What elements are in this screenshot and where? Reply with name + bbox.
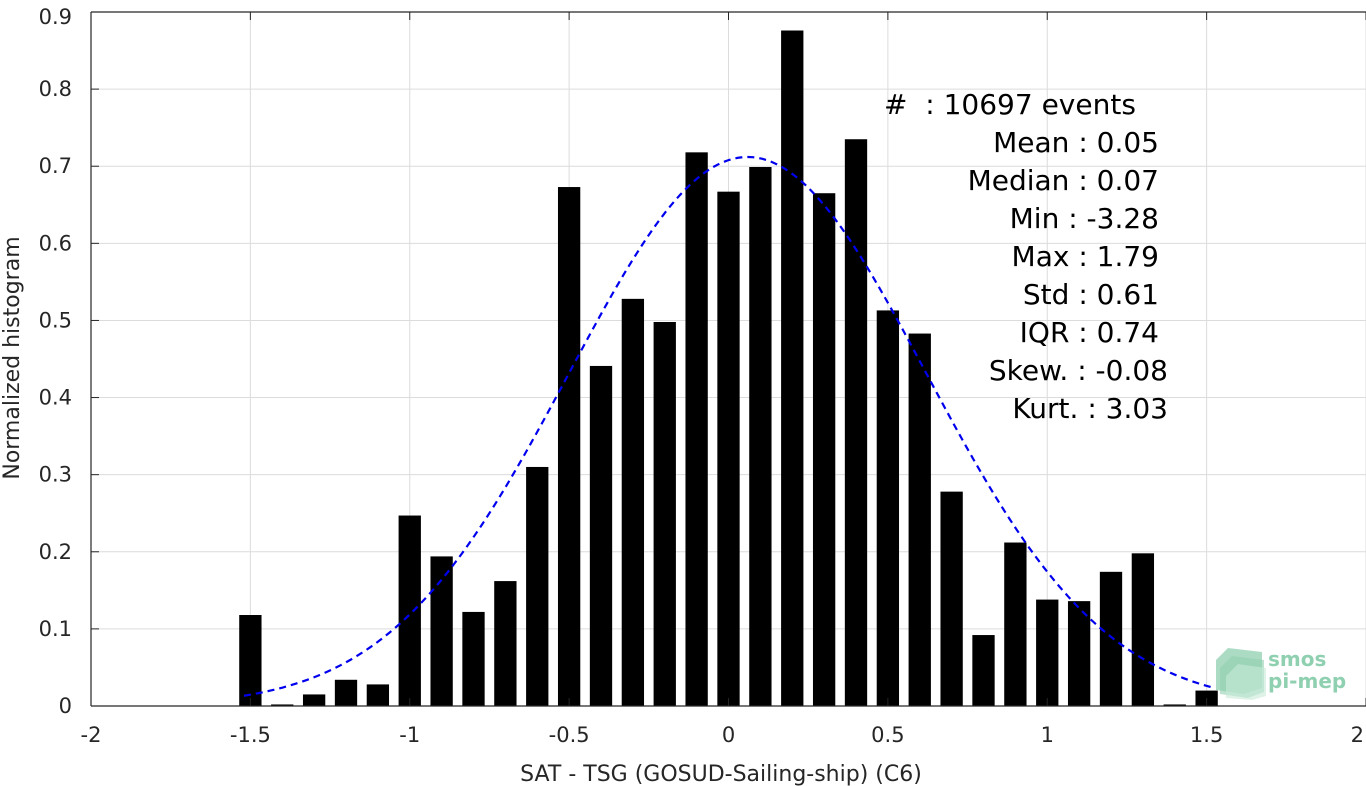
logo-wave-graphic	[1216, 648, 1266, 700]
histogram-bar	[972, 635, 995, 706]
histogram-bar	[589, 365, 613, 706]
y-tick-label: 0.7	[39, 154, 72, 178]
histogram-bar	[844, 139, 868, 706]
stat-mean: Mean : 0.05	[993, 126, 1159, 159]
stat-max: Max : 1.79	[1012, 240, 1159, 273]
x-tick-label: 1.5	[1190, 723, 1223, 747]
y-tick-label: 0.5	[39, 308, 72, 332]
y-tick-label: 0.8	[39, 77, 72, 101]
histogram-bar	[781, 30, 804, 707]
histogram-bar	[430, 556, 453, 706]
histogram-bar	[908, 333, 931, 706]
y-tick-label: 0.9	[39, 5, 72, 29]
stat-median: Median : 0.07	[968, 164, 1159, 197]
x-tick-label: 0	[722, 723, 735, 747]
fitted-gaussian-curve	[243, 155, 1214, 697]
bar-series	[239, 30, 1218, 707]
y-tick-label: 0.1	[39, 617, 72, 641]
histogram-bar	[1004, 542, 1027, 706]
histogram-bar	[653, 321, 676, 706]
x-tick-label: 2	[1351, 723, 1364, 747]
stat-kurtosis: Kurt. : 3.03	[1012, 392, 1168, 425]
stat-std: Std : 0.61	[1023, 278, 1159, 311]
histogram-bar	[1036, 599, 1059, 706]
histogram-bar	[239, 615, 262, 706]
y-axis-label: Normalized histogram	[0, 236, 25, 479]
histogram-bar	[398, 515, 421, 706]
histogram-bar	[1067, 601, 1091, 706]
logo-text-smos: smos	[1268, 647, 1326, 671]
y-tick-label: 0.3	[39, 463, 72, 487]
stat-min: Min : -3.28	[1010, 202, 1159, 235]
histogram-bar	[621, 298, 645, 706]
histogram-bar	[302, 694, 326, 706]
histogram-bar	[366, 684, 390, 706]
histogram-bar	[462, 611, 485, 706]
statistics-annotation: # : 10697 events Mean : 0.05 Median : 0.…	[884, 88, 1168, 425]
histogram-bar	[526, 466, 549, 706]
y-tick-label: 0.2	[39, 540, 72, 564]
x-tick-label: -1.5	[230, 723, 271, 747]
histogram-bar	[749, 166, 772, 706]
y-tick-labels: 0 0.1 0.2 0.3 0.4 0.5 0.6 0.7 0.8 0.9	[39, 5, 72, 718]
histogram-bar	[334, 679, 358, 706]
x-tick-labels: -2 -1.5 -1 -0.5 0 0.5 1 1.5 2	[81, 723, 1364, 747]
stat-events: # : 10697 events	[884, 88, 1136, 121]
histogram-bar	[876, 310, 900, 706]
x-tick-label: -0.5	[549, 723, 590, 747]
histogram-bar	[1131, 553, 1155, 706]
histogram-bar	[557, 187, 581, 706]
logo-text-pi-mep: pi-mep	[1268, 669, 1346, 693]
y-tick-label: 0.4	[39, 386, 72, 410]
axes-frame	[90, 11, 1366, 707]
histogram-bar	[494, 581, 517, 706]
histogram-bar	[812, 193, 836, 706]
smos-pi-mep-logo: smos pi-mep	[1216, 647, 1346, 700]
histogram-bar	[1163, 704, 1186, 706]
x-tick-label: -2	[81, 723, 102, 747]
x-tick-label: 1	[1041, 723, 1054, 747]
histogram-bar	[717, 191, 740, 706]
stat-iqr: IQR : 0.74	[1020, 316, 1159, 349]
x-tick-label: -1	[399, 723, 420, 747]
histogram-bar	[271, 704, 294, 706]
histogram-bar	[1099, 571, 1123, 706]
y-tick-label: 0.6	[39, 231, 72, 255]
y-tick-label: 0	[59, 694, 72, 718]
stat-skewness: Skew. : -0.08	[989, 354, 1168, 387]
x-tick-label: 0.5	[871, 723, 904, 747]
histogram-bar	[940, 491, 963, 706]
x-axis-label: SAT - TSG (GOSUD-Sailing-ship) (C6)	[520, 762, 922, 786]
histogram-bar	[685, 152, 708, 706]
